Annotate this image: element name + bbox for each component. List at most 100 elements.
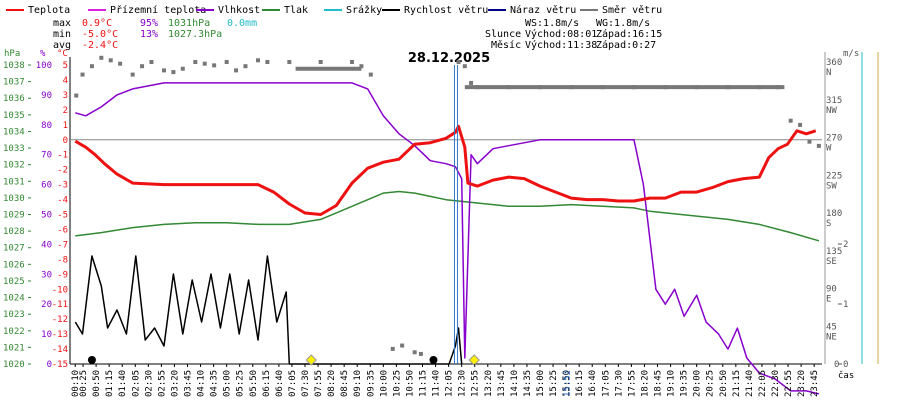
sun-marker bbox=[468, 354, 480, 366]
x-tick-label: 12:55 bbox=[471, 370, 481, 397]
stats-max-temp: 0.9°C bbox=[82, 18, 112, 29]
legend-label: Tlak bbox=[284, 5, 308, 16]
temp-tick-label: 2 bbox=[63, 106, 68, 116]
wind-direction-point bbox=[456, 60, 461, 64]
x-tick-label: 17:55 bbox=[627, 370, 637, 397]
x-tick-label: 19:35 bbox=[680, 370, 690, 397]
temp-tick-label: -8 bbox=[57, 255, 68, 265]
legend-label: Srážky bbox=[346, 4, 382, 16]
x-tick-label: 01:15 bbox=[105, 370, 115, 397]
x-tick-label: 02:55 bbox=[157, 370, 167, 397]
x-tick-label: 10:50 bbox=[405, 370, 415, 397]
stats-min-hum: 13% bbox=[140, 29, 158, 40]
wind-direction-point bbox=[368, 72, 373, 77]
hpa-tick-label: 1021 bbox=[3, 343, 25, 353]
x-tick-label: 09:35 bbox=[366, 370, 376, 397]
temp-tick-label: -13 bbox=[52, 330, 68, 340]
hpa-tick-label: 1027 bbox=[3, 244, 25, 254]
wind-direction-point bbox=[256, 58, 260, 63]
wind-direction-point bbox=[243, 64, 248, 69]
stats-min-temp: -5.0°C bbox=[82, 29, 118, 40]
x-tick-label: 00:25 bbox=[79, 370, 89, 397]
x-tick-label: 08:45 bbox=[340, 370, 350, 397]
axes: 1038103710361035103410331032103110301029… bbox=[3, 52, 879, 370]
stats-min-label: min bbox=[53, 29, 71, 40]
x-tick-label: 17:05 bbox=[601, 370, 611, 397]
wind-direction-point bbox=[140, 64, 145, 69]
x-tick-label: 18:20 bbox=[640, 370, 650, 397]
hpa-tick-label: 1033 bbox=[3, 144, 25, 154]
x-tick-label: 05:25 bbox=[236, 370, 246, 397]
x-tick-label: 11:15 bbox=[419, 370, 429, 397]
x-tick-label: 13:20 bbox=[484, 370, 494, 397]
wind-direction-point bbox=[400, 343, 405, 348]
pct-tick-label: 30 bbox=[41, 270, 52, 280]
stats-max-hum: 95% bbox=[140, 18, 158, 29]
stats-avg-label: avg bbox=[53, 40, 71, 51]
temp-tick-label: -7 bbox=[57, 240, 68, 250]
stats-avg-temp: -2.4°C bbox=[82, 40, 118, 51]
temp-tick-label: -15 bbox=[52, 360, 68, 370]
wind-direction-point bbox=[162, 68, 166, 73]
sun-set: Západ:16:15 bbox=[596, 28, 662, 40]
ms-tick-label: 0 bbox=[843, 360, 848, 370]
wind-direction-point bbox=[359, 64, 364, 69]
hpa-tick-label: 1036 bbox=[3, 94, 25, 104]
wind-calm-marker bbox=[87, 356, 96, 364]
x-tick-label: 08:20 bbox=[327, 370, 337, 397]
x-tick-label: 07:05 bbox=[288, 370, 298, 397]
plot-area bbox=[74, 55, 821, 395]
x-tick-label: 07:30 bbox=[301, 370, 311, 397]
pct-tick-label: 90 bbox=[41, 91, 52, 101]
legend-label: Rychlost větru bbox=[404, 4, 488, 16]
legend-label: Náraz větru bbox=[510, 4, 576, 16]
x-tick-label: 16:40 bbox=[588, 370, 598, 397]
wind-direction-point bbox=[469, 80, 474, 85]
x-tick-label: 07:55 bbox=[314, 370, 324, 397]
sun-label: Slunce bbox=[485, 29, 521, 40]
x-tick-label: 17:30 bbox=[614, 370, 624, 397]
x-tick-label: 23:45 bbox=[810, 370, 820, 397]
wind-direction-point bbox=[807, 139, 812, 144]
x-tick-label: 05:50 bbox=[249, 370, 259, 397]
pct-unit-label: % bbox=[40, 49, 46, 59]
wind-direction-point bbox=[788, 118, 793, 123]
x-tick-label: 22:30 bbox=[771, 370, 781, 397]
x-tick-label: 02:30 bbox=[144, 370, 154, 397]
wind-direction-point bbox=[390, 346, 395, 351]
wind-direction-point bbox=[108, 58, 113, 63]
wind-direction-point bbox=[234, 68, 239, 73]
temp-tick-label: -10 bbox=[52, 285, 68, 295]
dir-tick-dir: SW bbox=[826, 181, 837, 191]
x-tick-label: 19:10 bbox=[667, 370, 677, 397]
wind-direction-point bbox=[224, 60, 229, 64]
wind-direction-point bbox=[149, 60, 154, 64]
hpa-tick-label: 1024 bbox=[3, 294, 25, 304]
sun-marker bbox=[305, 354, 317, 366]
dir-tick-dir: W bbox=[826, 144, 832, 154]
hpa-tick-label: 1032 bbox=[3, 161, 25, 171]
hpa-tick-label: 1030 bbox=[3, 194, 25, 204]
wind-direction-point bbox=[418, 351, 423, 356]
x-tick-label: 22:05 bbox=[758, 370, 768, 397]
x-tick-label: 16:15 bbox=[575, 370, 585, 397]
ms-tick-label: 1 bbox=[843, 300, 848, 310]
sun-rise: Východ:08:01 bbox=[525, 28, 597, 40]
wind-direction-point bbox=[798, 122, 803, 127]
temp-tick-label: 4 bbox=[63, 76, 68, 86]
wind-calm-marker bbox=[429, 356, 438, 364]
temp-tick-label: -12 bbox=[52, 315, 68, 325]
wind-direction-point bbox=[212, 63, 217, 68]
x-tick-label: 04:35 bbox=[210, 370, 220, 397]
x-tick-label: 06:15 bbox=[262, 370, 272, 397]
wind-speed-line bbox=[74, 255, 463, 365]
moon-set: Západ:0:27 bbox=[596, 39, 656, 51]
x-tick-label: 12:05 bbox=[445, 370, 455, 397]
temp-tick-label: -9 bbox=[57, 270, 68, 280]
stats-block: max 0.9°C 95% 1031hPa 0.0mm min -5.0°C 1… bbox=[53, 18, 662, 51]
stats-rain: 0.0mm bbox=[227, 18, 257, 29]
x-tick-label: 14:35 bbox=[523, 370, 533, 397]
dir-tick-dir: S bbox=[826, 219, 831, 229]
